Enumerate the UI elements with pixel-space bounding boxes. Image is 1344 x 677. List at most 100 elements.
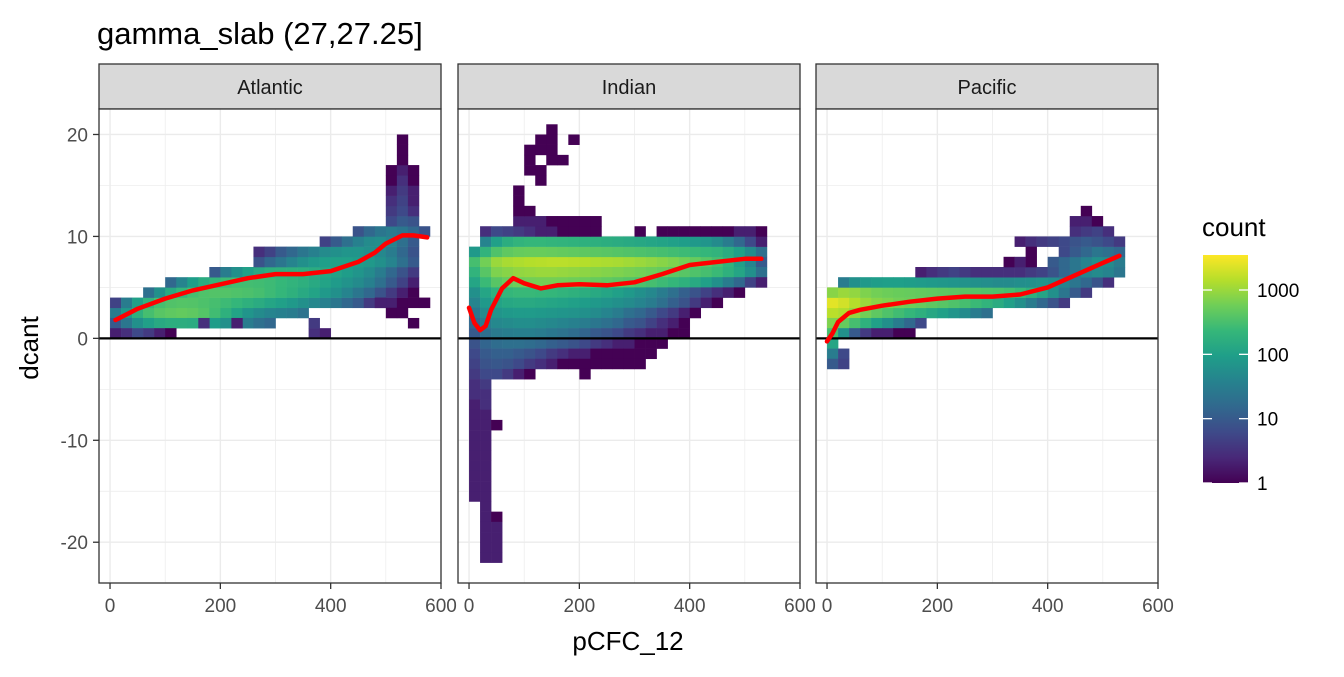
heatmap-cell [132, 297, 144, 309]
heatmap-cell [937, 307, 949, 319]
heatmap-cell [893, 307, 905, 319]
heatmap-cell [634, 307, 646, 319]
heatmap-cell [341, 287, 354, 298]
heatmap-cell [480, 348, 492, 360]
heatmap-cell [308, 328, 320, 339]
facet-panels: Atlantic 0 200 400 600 -20 -10 0 10 20 Indian 0 200 4… [61, 63, 1174, 617]
heatmap-cell [341, 297, 354, 309]
heatmap-cell [755, 267, 768, 278]
strip-label: Atlantic [237, 77, 303, 99]
heatmap-cell [656, 317, 668, 329]
heatmap-cell [1047, 236, 1060, 247]
heatmap-cell [601, 287, 613, 298]
heatmap-cell [407, 287, 420, 298]
heatmap-cell [154, 307, 166, 319]
heatmap-cell [264, 277, 276, 288]
heatmap-cell [733, 236, 746, 247]
x-tick-label: 600 [784, 596, 816, 617]
heatmap-cell [491, 552, 503, 563]
heatmap-cell [557, 246, 569, 258]
heatmap-cell [711, 226, 724, 237]
heatmap-cell [838, 358, 850, 370]
heatmap-cell [220, 297, 232, 309]
heatmap-cell [689, 256, 702, 268]
heatmap-cell [286, 256, 298, 268]
heatmap-cell [469, 338, 481, 349]
heatmap-cell [959, 287, 971, 298]
heatmap-cell [1091, 236, 1104, 247]
heatmap-cell [700, 277, 713, 288]
heatmap-cell [132, 307, 144, 319]
heatmap-cell [143, 287, 155, 298]
y-tick-label: 20 [67, 125, 88, 146]
heatmap-cell [220, 287, 232, 298]
heatmap-cell [948, 287, 960, 298]
heatmap-cell [480, 450, 492, 461]
heatmap-cell [513, 226, 525, 237]
x-tick-label: 200 [922, 596, 954, 617]
heatmap-cell [970, 277, 982, 288]
heatmap-cell [1025, 256, 1037, 268]
heatmap-cell [264, 317, 276, 329]
heatmap-cell [755, 236, 768, 247]
heatmap-cell [601, 277, 613, 288]
heatmap-cell [634, 226, 646, 237]
heatmap-cell [579, 307, 591, 319]
heatmap-cell [143, 317, 155, 329]
heatmap-cell [678, 328, 690, 339]
heatmap-cell [915, 317, 927, 329]
heatmap-cell [915, 297, 927, 309]
heatmap-cell [1069, 246, 1082, 258]
heatmap-cell [143, 328, 155, 339]
heatmap-cell [374, 267, 387, 278]
heatmap-cell [1080, 287, 1093, 298]
heatmap-cell [165, 277, 177, 288]
heatmap-cell [396, 256, 409, 268]
legend-break-label: 10 [1257, 410, 1278, 431]
heatmap-cell [557, 277, 569, 288]
heatmap-cell [407, 185, 420, 196]
heatmap-cell [667, 328, 679, 339]
heatmap-cell [1003, 256, 1015, 268]
heatmap-cell [590, 236, 602, 247]
heatmap-cell [568, 134, 580, 145]
heatmap-cell [110, 307, 122, 319]
heatmap-cell [656, 328, 668, 339]
heatmap-cell [308, 277, 320, 288]
heatmap-cell [535, 307, 547, 319]
heatmap-cell [491, 368, 503, 380]
heatmap-cell [385, 205, 398, 217]
heatmap-cell [491, 328, 503, 339]
heatmap-cell [882, 317, 894, 329]
heatmap-cell [264, 246, 276, 258]
heatmap-cell [502, 226, 514, 237]
heatmap-cell [827, 307, 839, 319]
heatmap-cell [132, 317, 144, 329]
heatmap-cell [513, 317, 525, 329]
heatmap-cell [330, 267, 343, 278]
heatmap-cell [396, 307, 409, 319]
heatmap-cell [667, 297, 679, 309]
heatmap-cell [396, 216, 409, 227]
heatmap-cell [893, 328, 905, 339]
x-axis-ticks: 0 200 400 600 [105, 583, 457, 617]
heatmap-cell [480, 501, 492, 512]
heatmap-cell [253, 277, 265, 288]
heatmap-cell [535, 348, 547, 360]
heatmap-cell [1102, 267, 1115, 278]
heatmap-cell [959, 297, 971, 309]
heatmap-cell [319, 287, 331, 298]
heatmap-cell [612, 358, 624, 370]
heatmap-cell [579, 348, 591, 360]
heatmap-cell [502, 328, 514, 339]
heatmap-cell [396, 277, 409, 288]
heatmap-cell [634, 267, 646, 278]
heatmap-cell [1091, 267, 1104, 278]
heatmap-cell [645, 297, 657, 309]
heatmap-cell [667, 236, 679, 247]
x-tick-label: 0 [464, 596, 475, 617]
heatmap-cell [546, 328, 558, 339]
heatmap-cell [948, 307, 960, 319]
heatmap-cell [242, 277, 254, 288]
heatmap-cell [396, 246, 409, 258]
